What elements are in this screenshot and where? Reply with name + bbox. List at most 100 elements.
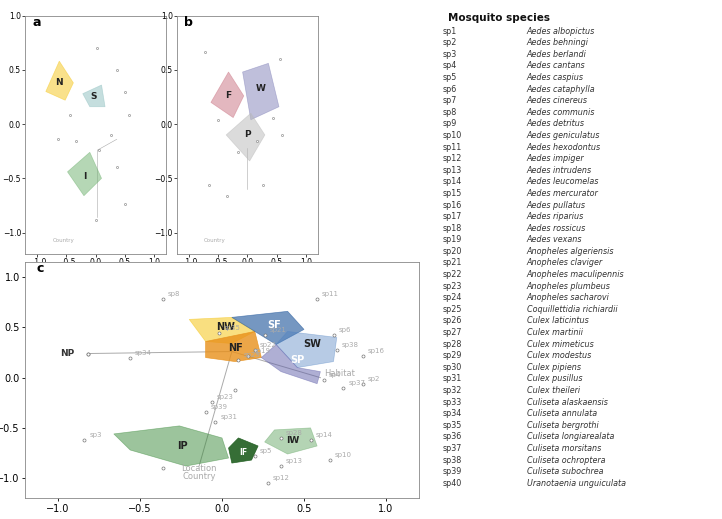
- Text: Culex martinii: Culex martinii: [527, 328, 583, 337]
- Text: Culiseta ochroptera: Culiseta ochroptera: [527, 456, 606, 465]
- Text: Habitat: Habitat: [323, 369, 355, 378]
- Text: IW: IW: [286, 436, 299, 445]
- Text: IP: IP: [178, 441, 188, 451]
- Text: sp38: sp38: [443, 456, 461, 465]
- Text: Aedes communis: Aedes communis: [527, 108, 596, 117]
- Text: sp25: sp25: [443, 305, 462, 314]
- Text: sp36: sp36: [443, 432, 461, 442]
- Text: Culiseta alaskaensis: Culiseta alaskaensis: [527, 398, 608, 407]
- Text: sp13: sp13: [443, 166, 461, 175]
- Text: Location: Location: [181, 464, 217, 473]
- Text: sp27: sp27: [443, 328, 462, 337]
- Text: Culex theileri: Culex theileri: [527, 386, 580, 395]
- Text: IF: IF: [239, 447, 248, 457]
- Text: sp3: sp3: [90, 432, 102, 438]
- Text: sp23: sp23: [217, 394, 234, 400]
- Text: Culiseta subochrea: Culiseta subochrea: [527, 467, 604, 476]
- Text: Culiseta annulata: Culiseta annulata: [527, 409, 597, 418]
- Text: Aedes behningi: Aedes behningi: [527, 38, 589, 47]
- Text: sp30: sp30: [443, 363, 461, 372]
- Text: Anopheles claviger: Anopheles claviger: [527, 258, 603, 267]
- Text: sp12: sp12: [443, 154, 462, 163]
- Text: sp10: sp10: [443, 131, 461, 140]
- Text: sp17: sp17: [443, 212, 462, 221]
- Text: sp16: sp16: [368, 348, 385, 353]
- Text: sp11: sp11: [443, 143, 461, 152]
- Text: sp22: sp22: [260, 342, 277, 348]
- Polygon shape: [261, 345, 321, 384]
- Text: sp15: sp15: [443, 189, 462, 198]
- Text: sp11: sp11: [322, 291, 339, 297]
- Text: Mosquito species: Mosquito species: [448, 13, 550, 23]
- Text: sp35: sp35: [224, 325, 240, 332]
- Text: Anopheles maculipennis: Anopheles maculipennis: [527, 270, 625, 279]
- Polygon shape: [206, 332, 261, 362]
- Text: sp40: sp40: [443, 479, 461, 488]
- Polygon shape: [226, 113, 265, 161]
- Text: sp19: sp19: [443, 235, 462, 244]
- Text: sp34: sp34: [135, 350, 152, 356]
- Text: Coquillettidia richiardii: Coquillettidia richiardii: [527, 305, 617, 314]
- Text: sp16: sp16: [443, 200, 461, 210]
- Text: Culex mimeticus: Culex mimeticus: [527, 339, 593, 349]
- Text: sp4: sp4: [443, 61, 457, 71]
- Text: sp10: sp10: [335, 452, 352, 458]
- Text: sp5: sp5: [443, 73, 457, 82]
- Text: P: P: [244, 130, 251, 140]
- Text: sp18: sp18: [443, 224, 461, 233]
- Text: Aedes cantans: Aedes cantans: [527, 61, 586, 71]
- Text: Culiseta morsitans: Culiseta morsitans: [527, 444, 601, 453]
- Text: Culiseta longiarealata: Culiseta longiarealata: [527, 432, 614, 442]
- Text: sp3: sp3: [443, 50, 457, 59]
- Text: sp26: sp26: [443, 317, 462, 325]
- Text: sp21: sp21: [443, 258, 462, 267]
- Text: Culiseta bergrothi: Culiseta bergrothi: [527, 421, 599, 430]
- Text: Aedes pullatus: Aedes pullatus: [527, 200, 586, 210]
- Text: NP: NP: [60, 349, 74, 358]
- Text: Anopheles plumbeus: Anopheles plumbeus: [527, 282, 611, 291]
- Text: sp2: sp2: [368, 376, 380, 381]
- Text: Anopheles sacharovi: Anopheles sacharovi: [527, 293, 610, 302]
- Text: sp31: sp31: [220, 414, 238, 420]
- Polygon shape: [276, 332, 336, 367]
- Polygon shape: [232, 311, 304, 345]
- Text: S: S: [91, 92, 97, 101]
- Text: Aedes cataphylla: Aedes cataphylla: [527, 85, 596, 93]
- Text: sp4: sp4: [329, 372, 341, 378]
- Text: Country: Country: [53, 238, 74, 243]
- Text: Aedes riparius: Aedes riparius: [527, 212, 584, 221]
- Text: sp28: sp28: [286, 430, 303, 436]
- Text: sp9: sp9: [443, 119, 457, 128]
- Polygon shape: [265, 428, 317, 454]
- Text: Culex pipiens: Culex pipiens: [527, 363, 581, 372]
- Text: sp2: sp2: [443, 38, 457, 47]
- Text: sp39: sp39: [211, 404, 227, 410]
- Polygon shape: [67, 152, 102, 196]
- Text: sp21: sp21: [269, 327, 287, 333]
- Text: sp33: sp33: [443, 398, 461, 407]
- Text: sp39: sp39: [443, 467, 462, 476]
- Polygon shape: [114, 426, 229, 466]
- Text: Culex laticintus: Culex laticintus: [527, 317, 588, 325]
- Text: N: N: [55, 78, 63, 87]
- Text: sp6: sp6: [443, 85, 457, 93]
- Text: Aedes geniculatus: Aedes geniculatus: [527, 131, 600, 140]
- Text: sp5: sp5: [260, 448, 272, 454]
- Text: Culex modestus: Culex modestus: [527, 351, 591, 360]
- Polygon shape: [211, 72, 244, 118]
- Polygon shape: [45, 61, 74, 100]
- Text: Aedes detritus: Aedes detritus: [527, 119, 585, 128]
- Text: NF: NF: [227, 343, 243, 352]
- Text: SW: SW: [303, 339, 321, 349]
- Text: Culex pusillus: Culex pusillus: [527, 374, 583, 384]
- Text: Aedes intrudens: Aedes intrudens: [527, 166, 592, 175]
- Text: sp19: sp19: [253, 348, 270, 353]
- Text: sp34: sp34: [443, 409, 461, 418]
- Text: sp28: sp28: [443, 339, 462, 349]
- Text: sp8: sp8: [168, 291, 180, 297]
- Text: F: F: [225, 91, 232, 100]
- Polygon shape: [243, 63, 279, 120]
- Text: sp38: sp38: [342, 342, 359, 348]
- Text: SP: SP: [290, 354, 305, 364]
- Text: sp37: sp37: [348, 380, 365, 386]
